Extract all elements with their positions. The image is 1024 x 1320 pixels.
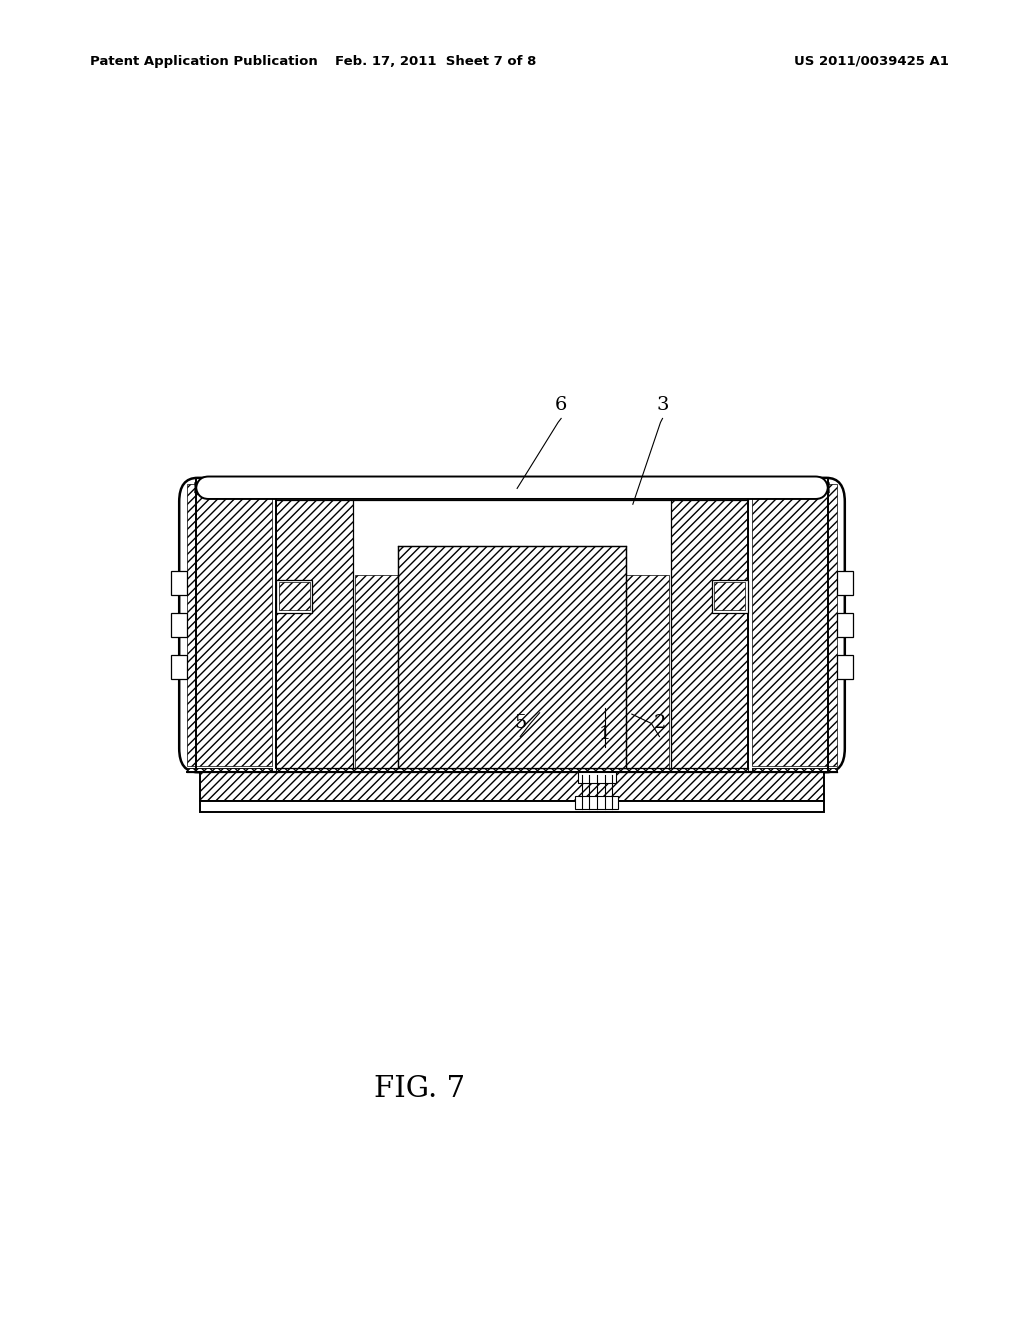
Bar — [187, 768, 272, 772]
Bar — [752, 768, 837, 772]
Bar — [575, 796, 618, 809]
Bar — [671, 500, 748, 768]
Bar — [187, 768, 272, 772]
Bar — [355, 576, 669, 768]
FancyBboxPatch shape — [196, 477, 828, 499]
Text: 3: 3 — [656, 396, 669, 414]
Text: Patent Application Publication: Patent Application Publication — [90, 55, 317, 67]
Text: FIG. 7: FIG. 7 — [375, 1074, 465, 1104]
Bar — [837, 612, 853, 638]
Bar — [837, 656, 853, 680]
Bar — [276, 768, 748, 772]
Bar — [276, 768, 748, 772]
Bar — [200, 772, 824, 801]
Text: Feb. 17, 2011  Sheet 7 of 8: Feb. 17, 2011 Sheet 7 of 8 — [335, 55, 536, 67]
FancyBboxPatch shape — [179, 478, 845, 772]
Text: US 2011/0039425 A1: US 2011/0039425 A1 — [794, 55, 948, 67]
Bar — [578, 772, 616, 783]
Bar — [714, 582, 745, 610]
Bar — [397, 546, 627, 768]
Text: 2: 2 — [653, 714, 666, 733]
Bar — [200, 801, 824, 812]
Bar — [171, 656, 187, 680]
Bar — [171, 570, 187, 594]
Bar — [187, 484, 272, 766]
Bar — [712, 579, 748, 612]
Bar — [752, 768, 837, 772]
Bar — [837, 570, 853, 594]
Text: 5: 5 — [514, 714, 526, 733]
Text: 6: 6 — [555, 396, 567, 414]
Bar — [752, 484, 837, 766]
Bar — [279, 582, 310, 610]
Bar — [276, 579, 312, 612]
Text: 1: 1 — [599, 725, 611, 743]
Bar — [171, 612, 187, 638]
Bar — [276, 500, 353, 768]
